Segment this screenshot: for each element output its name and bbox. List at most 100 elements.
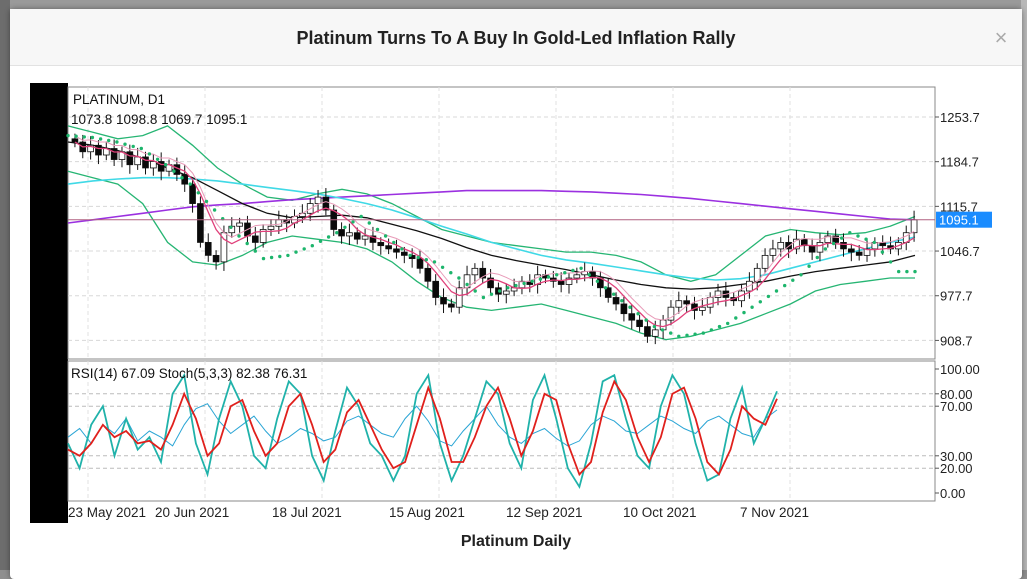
sar-dot: [481, 295, 486, 300]
sar-dot: [473, 289, 477, 293]
rsi-tick-label: 20.00: [940, 461, 973, 476]
candle-body: [126, 151, 134, 166]
sar-dot: [131, 144, 135, 149]
sar-dot: [530, 279, 534, 283]
candle-body: [173, 164, 181, 175]
candle-body: [816, 242, 824, 253]
sar-dot: [913, 269, 917, 274]
candle-body: [95, 144, 102, 156]
sar-dot: [286, 253, 290, 258]
rsi-tick-label: 30.00: [940, 449, 973, 464]
sar-dot: [546, 275, 551, 279]
sar-dot: [734, 316, 738, 320]
current-price-box: [936, 211, 992, 228]
candle-body: [777, 242, 785, 250]
sar-dot: [367, 221, 371, 225]
candle-body: [432, 280, 440, 298]
sar-dot: [848, 231, 852, 235]
sar-dot: [717, 324, 722, 329]
sar-dot: [204, 199, 209, 204]
candle-body: [840, 242, 847, 250]
candle-body: [855, 251, 863, 256]
sar-dot: [375, 227, 380, 232]
candle-body: [683, 300, 690, 305]
candle-body: [377, 242, 385, 247]
sar-dot: [164, 163, 168, 167]
candle-body: [644, 326, 651, 337]
ma-mid-line: [67, 141, 916, 290]
sar-dot: [750, 305, 754, 309]
sar-dot: [701, 331, 705, 335]
candle-body: [400, 251, 408, 256]
candle-body: [620, 303, 628, 315]
candle-body: [487, 277, 494, 289]
sar-dot: [831, 241, 836, 246]
modal-header: Platinum Turns To A Buy In Gold-Led Infl…: [10, 9, 1022, 66]
sar-dot: [457, 276, 461, 280]
sar-dot: [424, 258, 428, 262]
candle-body: [71, 138, 79, 143]
sar-dot: [408, 253, 412, 258]
sar-dot: [278, 254, 282, 259]
sar-dot: [416, 255, 420, 260]
candle-body: [369, 235, 377, 243]
bollinger-lower: [67, 170, 915, 341]
image-modal: Platinum Turns To A Buy In Gold-Led Infl…: [10, 9, 1022, 579]
sar-dot: [188, 182, 192, 186]
sar-dot: [783, 283, 787, 288]
price-tick-label: 1115.7: [940, 199, 978, 214]
sar-dot: [261, 256, 266, 261]
sar-dot: [815, 255, 819, 260]
sar-dot: [709, 328, 714, 332]
sar-dot: [229, 225, 233, 229]
sar-dot: [652, 324, 657, 329]
sar-dot: [563, 271, 567, 275]
sar-dot: [823, 247, 828, 251]
candle-body: [448, 303, 455, 308]
rsi-tick-label: 70.00: [940, 399, 973, 414]
rsi-tick-label: 0.00: [940, 486, 965, 501]
sar-dot: [595, 279, 600, 283]
sar-dot: [66, 133, 70, 138]
candle-body: [714, 290, 722, 298]
sar-dot: [432, 260, 437, 264]
backdrop-edge-left: [0, 0, 10, 570]
sar-dot: [514, 283, 518, 288]
symbol-label: PLATINUM, D1: [73, 92, 165, 107]
sar-dot: [636, 312, 640, 316]
sar-dot: [799, 273, 803, 277]
ohlc-label: 1073.8 1098.8 1069.7 1095.1: [71, 112, 247, 127]
close-icon[interactable]: ×: [994, 25, 1008, 50]
sar-dot: [807, 264, 811, 268]
sar-dot: [172, 169, 176, 173]
candle-body: [832, 235, 839, 243]
chart-caption: Platinum Daily: [460, 533, 572, 550]
sar-dot: [107, 138, 111, 143]
sar-dot: [872, 240, 876, 245]
sar-dot: [253, 249, 257, 253]
candle-body: [251, 235, 259, 243]
candle-body: [557, 280, 565, 285]
candle-body: [408, 254, 416, 260]
candle-body: [604, 287, 612, 298]
rsi-tick-label: 80.00: [940, 387, 973, 402]
candle-body: [699, 306, 706, 311]
sar-dot: [155, 157, 160, 161]
sar-dot: [343, 225, 347, 229]
sar-dot: [742, 310, 746, 315]
sar-dot: [774, 289, 779, 293]
sar-dot: [237, 234, 241, 238]
candle-body: [808, 245, 816, 253]
sar-dot: [74, 134, 78, 138]
price-tick-label: 1046.7: [940, 244, 980, 259]
sar-dot: [669, 331, 673, 335]
sar-dot: [400, 247, 404, 251]
rsi-pane: [67, 360, 936, 502]
rsi-label: RSI(14) 67.09 Stoch(5,3,3) 82.38 76.31: [71, 366, 307, 381]
chart-container: 1253.7 1184.7 1115.7 1046.7 977.7 908.7 23 May…: [30, 83, 1000, 523]
sar-dot: [628, 305, 632, 309]
candle-body: [142, 156, 149, 169]
sar-dot: [888, 260, 893, 264]
sar-dot: [905, 269, 909, 274]
candle-body: [667, 306, 675, 321]
